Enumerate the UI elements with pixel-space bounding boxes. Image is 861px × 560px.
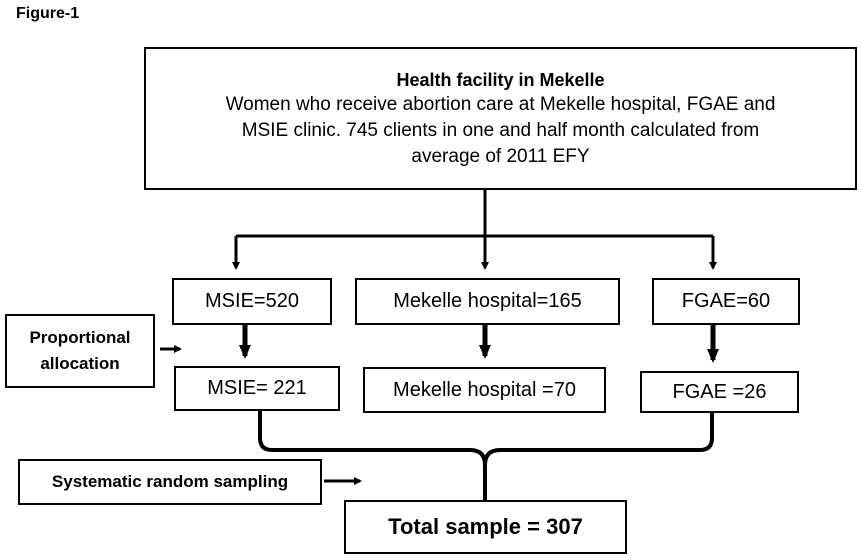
fgae-population-label: FGAE=60 [681,290,771,312]
total-sample-box: Total sample = 307 [344,500,627,554]
mekelle-population-label: Mekelle hospital=165 [393,290,582,312]
msie-sample-label: MSIE= 221 [207,377,307,399]
fgae-population-box: FGAE=60 [652,278,800,325]
systematic-sampling-box: Systematic random sampling [18,459,322,505]
mekelle-sample-box: Mekelle hospital =70 [363,367,606,413]
fgae-sample-label: FGAE =26 [672,380,767,403]
msie-sample-box: MSIE= 221 [174,366,340,411]
mekelle-population-box: Mekelle hospital=165 [355,278,620,325]
proportional-allocation-line1: Proportional [29,327,131,347]
health-facility-desc-line1: Women who receive abortion care at Mekel… [225,93,776,115]
health-facility-title: Health facility in Mekelle [396,69,605,90]
health-facility-desc-line3: average of 2011 EFY [411,145,590,167]
health-facility-box: Health facility in Mekelle Women who rec… [144,47,857,190]
systematic-sampling-label: Systematic random sampling [51,471,289,491]
health-facility-desc-line2: MSIE clinic. 745 clients in one and half… [241,119,760,141]
msie-population-label: MSIE=520 [205,290,299,312]
proportional-allocation-line2: allocation [40,354,120,373]
fgae-sample-box: FGAE =26 [640,371,799,413]
figure-label: Figure-1 [16,5,80,22]
total-sample-label: Total sample = 307 [388,514,583,539]
merge-brace [258,411,714,466]
msie-population-box: MSIE=520 [172,278,332,325]
proportional-allocation-box: Proportional allocation [5,314,155,388]
mekelle-sample-label: Mekelle hospital =70 [393,378,576,401]
